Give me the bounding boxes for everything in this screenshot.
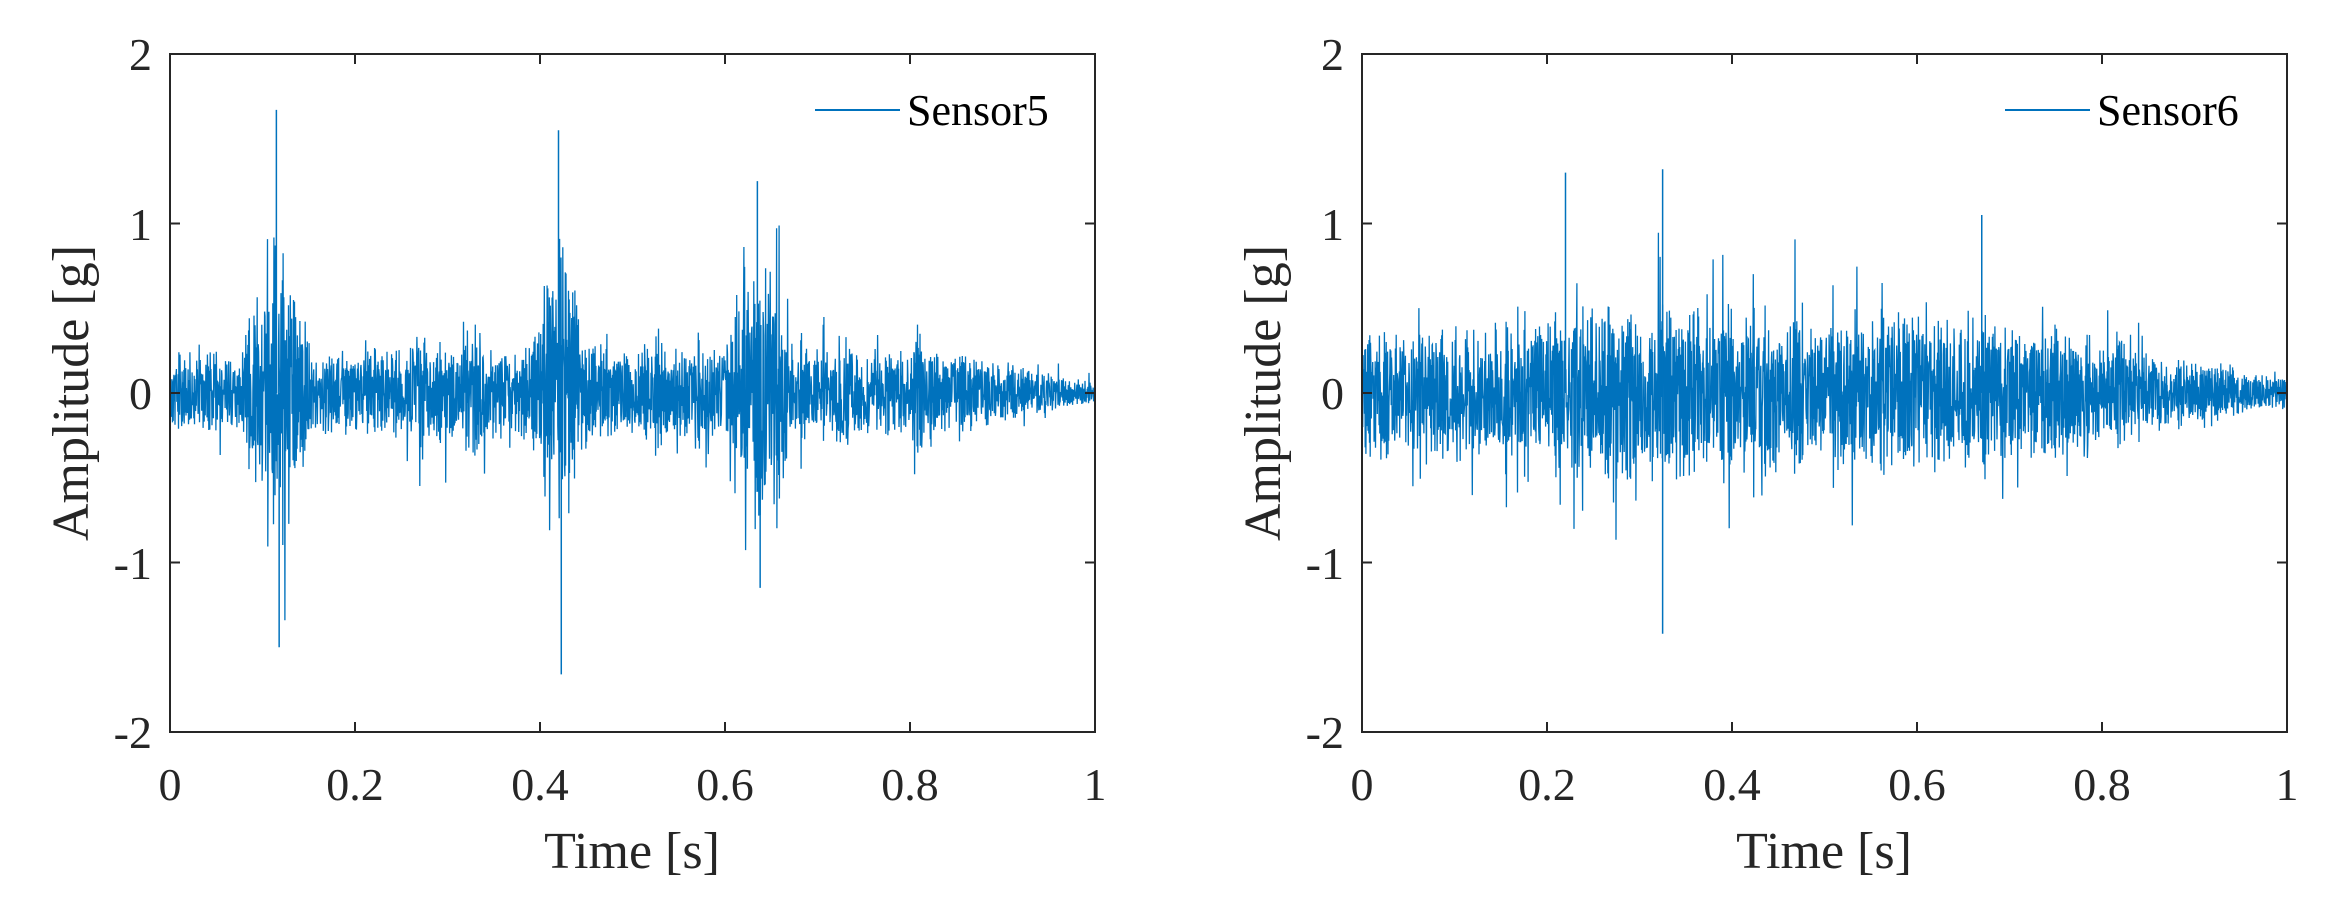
x-tick-label: 0.6 bbox=[1888, 759, 1946, 810]
y-tick-label: 1 bbox=[1321, 199, 1344, 250]
signal-trace-sensor6 bbox=[1361, 169, 2288, 634]
series-line-sensor5 bbox=[169, 225, 1096, 621]
x-tick-label: 0 bbox=[1351, 759, 1374, 810]
y-tick-label: -2 bbox=[1306, 707, 1344, 758]
chart-sensor6: 2 1 0 -1 -2 0 0.2 0.4 0.6 0.8 1 Time [s]… bbox=[1235, 29, 2299, 880]
chart-sensor5: 2 1 0 -1 -2 0 0.2 0.4 0.6 0.8 1 Time [s]… bbox=[43, 29, 1107, 880]
x-axis-label: Time [s] bbox=[544, 823, 720, 880]
y-axis-label: Amplitude [g] bbox=[1235, 245, 1292, 541]
tick-marks bbox=[1361, 53, 2288, 733]
y-axis-label: Amplitude [g] bbox=[43, 245, 100, 541]
x-tick-label: 1 bbox=[2276, 759, 2299, 810]
legend-label-sensor6: Sensor6 bbox=[2097, 86, 2239, 135]
y-tick-label: -1 bbox=[1306, 538, 1344, 589]
x-tick-label: 0.2 bbox=[1518, 759, 1576, 810]
x-tick-label: 0.6 bbox=[696, 759, 754, 810]
x-tick-label: 0.2 bbox=[326, 759, 384, 810]
x-axis-label: Time [s] bbox=[1736, 823, 1912, 880]
x-tick-label: 1 bbox=[1084, 759, 1107, 810]
x-tick-label: 0.8 bbox=[881, 759, 939, 810]
x-tick-label: 0.4 bbox=[511, 759, 569, 810]
y-tick-label: -1 bbox=[114, 538, 152, 589]
y-tick-label: 1 bbox=[129, 199, 152, 250]
x-tick-label: 0.8 bbox=[2073, 759, 2131, 810]
y-tick-label: 2 bbox=[1321, 29, 1344, 80]
legend-label-sensor5: Sensor5 bbox=[907, 86, 1049, 135]
y-tick-label: 0 bbox=[1321, 368, 1344, 419]
x-tick-label: 0.4 bbox=[1703, 759, 1761, 810]
signal-trace-sensor5 bbox=[169, 109, 1096, 675]
y-tick-label: 2 bbox=[129, 29, 152, 80]
y-tick-label: 0 bbox=[129, 368, 152, 419]
y-tick-label: -2 bbox=[114, 707, 152, 758]
x-tick-label: 0 bbox=[159, 759, 182, 810]
series-line-sensor6 bbox=[1361, 232, 2288, 540]
tick-marks bbox=[169, 53, 1096, 733]
